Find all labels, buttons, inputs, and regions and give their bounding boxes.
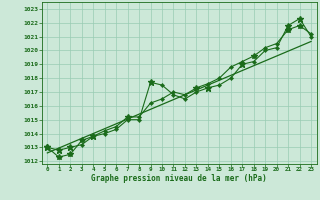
X-axis label: Graphe pression niveau de la mer (hPa): Graphe pression niveau de la mer (hPa) bbox=[91, 174, 267, 183]
